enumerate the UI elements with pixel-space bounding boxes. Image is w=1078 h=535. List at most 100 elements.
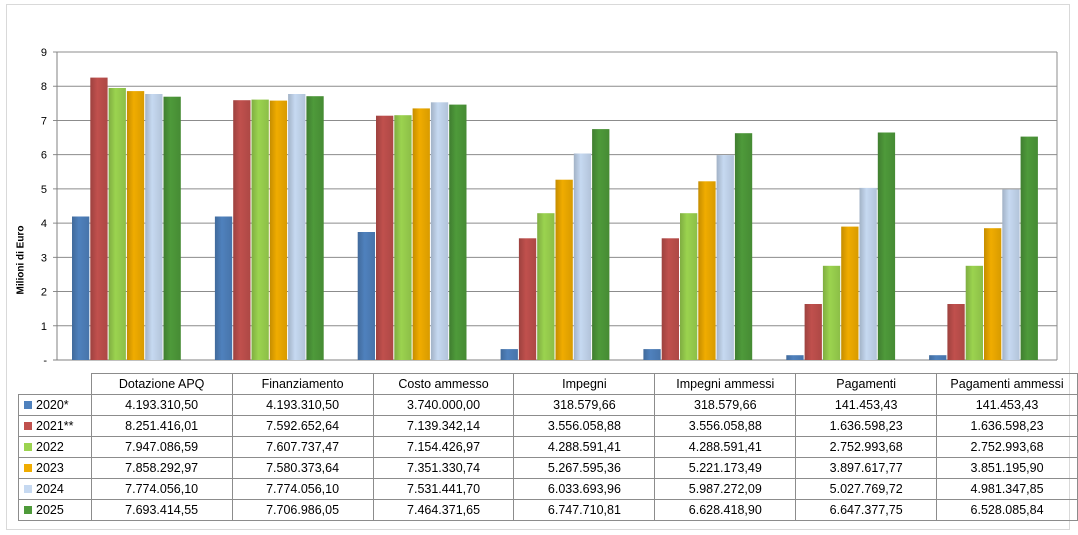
table-corner [18,373,92,395]
data-value-cell: 6.628.418,90 [654,499,797,521]
data-value-cell: 7.351.330,74 [372,457,515,479]
category-header: Impegni ammessi [654,373,797,395]
data-value-cell: 7.858.292,97 [90,457,233,479]
data-value-cell: 2.752.993,68 [795,436,938,458]
bar [877,132,896,360]
y-tick-label: 6 [41,150,47,162]
table-row: 2020* 4.193.310,50 4.193.310,50 3.740.000,0… [18,394,1078,416]
category-header: Finanziamento [231,373,374,395]
data-value-cell: 7.607.737,47 [231,436,374,458]
bar [984,228,1002,360]
bar [698,181,716,360]
data-value-cell: 318.579,66 [654,394,797,416]
bar [306,96,324,360]
data-value-cell: 4.981.347,85 [936,478,1078,500]
data-value-cell: 6.528.085,84 [936,499,1078,521]
data-value-cell: 6.747.710,81 [513,499,656,521]
bar [500,349,518,360]
bar [661,238,679,360]
data-value-cell: 7.947.086,59 [90,436,233,458]
y-tick-label: 5 [41,184,47,196]
bar [412,108,430,361]
bar [288,94,306,360]
bar [1020,136,1038,360]
series-name: 2022 [36,440,64,454]
bar [145,94,163,360]
legend-swatch [24,505,32,514]
category-header: Pagamenti [795,373,938,395]
legend-swatch [24,400,32,409]
series-name-cell: 2025 [18,499,92,521]
bar [859,187,877,360]
table-row: 2024 7.774.056,10 7.774.056,10 7.531.441,70… [18,478,1078,500]
legend-swatch [24,484,32,493]
series-name-cell: 2020* [18,394,92,416]
data-value-cell: 141.453,43 [795,394,938,416]
data-value-cell: 1.636.598,23 [795,415,938,437]
y-tick-label: 1 [41,321,47,333]
series-name-cell: 2024 [18,478,92,500]
chart-frame [6,4,1070,530]
data-value-cell: 7.154.426,97 [372,436,515,458]
y-tick-label: 8 [41,81,47,93]
data-value-cell: 5.267.595,36 [513,457,656,479]
data-value-cell: 3.851.195,90 [936,457,1078,479]
series-name-cell: 2021** [18,415,92,437]
data-value-cell: 3.897.617,77 [795,457,938,479]
legend-swatch [24,463,32,472]
series-name: 2020* [36,398,69,412]
data-value-cell: 8.251.416,01 [90,415,233,437]
data-value-cell: 4.288.591,41 [513,436,656,458]
bar [72,216,90,360]
y-tick-label: - [43,355,47,367]
category-header: Dotazione APQ [90,373,233,395]
bar [716,155,734,360]
data-value-cell: 3.556.058,88 [654,415,797,437]
data-value-cell: 4.288.591,41 [654,436,797,458]
bar [108,88,126,360]
bar [357,232,375,360]
data-value-cell: 6.033.693,96 [513,478,656,500]
y-axis-label: Milioni di Euro [11,215,31,305]
data-value-cell: 7.139.342,14 [372,415,515,437]
bar [573,153,592,360]
data-value-cell: 6.647.377,75 [795,499,938,521]
data-value-cell: 7.592.652,64 [231,415,374,437]
bar [269,100,288,360]
y-axis-label-text: Milioni di Euro [15,225,27,295]
data-value-cell: 5.221.173,49 [654,457,797,479]
data-value-cell: 3.556.058,88 [513,415,656,437]
data-value-cell: 7.531.441,70 [372,478,515,500]
bar [394,115,412,360]
y-tick-label: 9 [41,47,47,59]
bar [929,355,947,360]
table-header-row: Dotazione APQ Finanziamento Costo ammesso I… [18,373,1078,395]
series-name: 2025 [36,503,64,517]
category-header: Impegni [513,373,656,395]
y-tick-label: 4 [41,218,47,230]
table-row: 2021** 8.251.416,01 7.592.652,64 7.139.342,… [18,415,1078,437]
table-row: 2025 7.693.414,55 7.706.986,05 7.464.371,65… [18,499,1078,521]
bar [233,100,251,360]
data-table: Dotazione APQ Finanziamento Costo ammesso I… [18,373,1078,521]
bar [822,265,841,360]
bar [592,129,610,360]
data-value-cell: 7.580.373,64 [231,457,374,479]
bar [555,179,573,360]
y-tick-label: 2 [41,287,47,299]
data-value-cell: 7.706.986,05 [231,499,374,521]
data-value-cell: 4.193.310,50 [90,394,233,416]
category-header: Pagamenti ammessi [936,373,1078,395]
data-value-cell: 5.027.769,72 [795,478,938,500]
data-value-cell: 7.774.056,10 [231,478,374,500]
bar [680,213,698,360]
bar [1002,189,1020,360]
data-value-cell: 7.774.056,10 [90,478,233,500]
data-value-cell: 2.752.993,68 [936,436,1078,458]
bar [734,133,753,360]
data-value-cell: 7.464.371,65 [372,499,515,521]
series-name-cell: 2023 [18,457,92,479]
series-name: 2021** [36,419,74,433]
bar [449,104,467,360]
bar [214,216,233,360]
